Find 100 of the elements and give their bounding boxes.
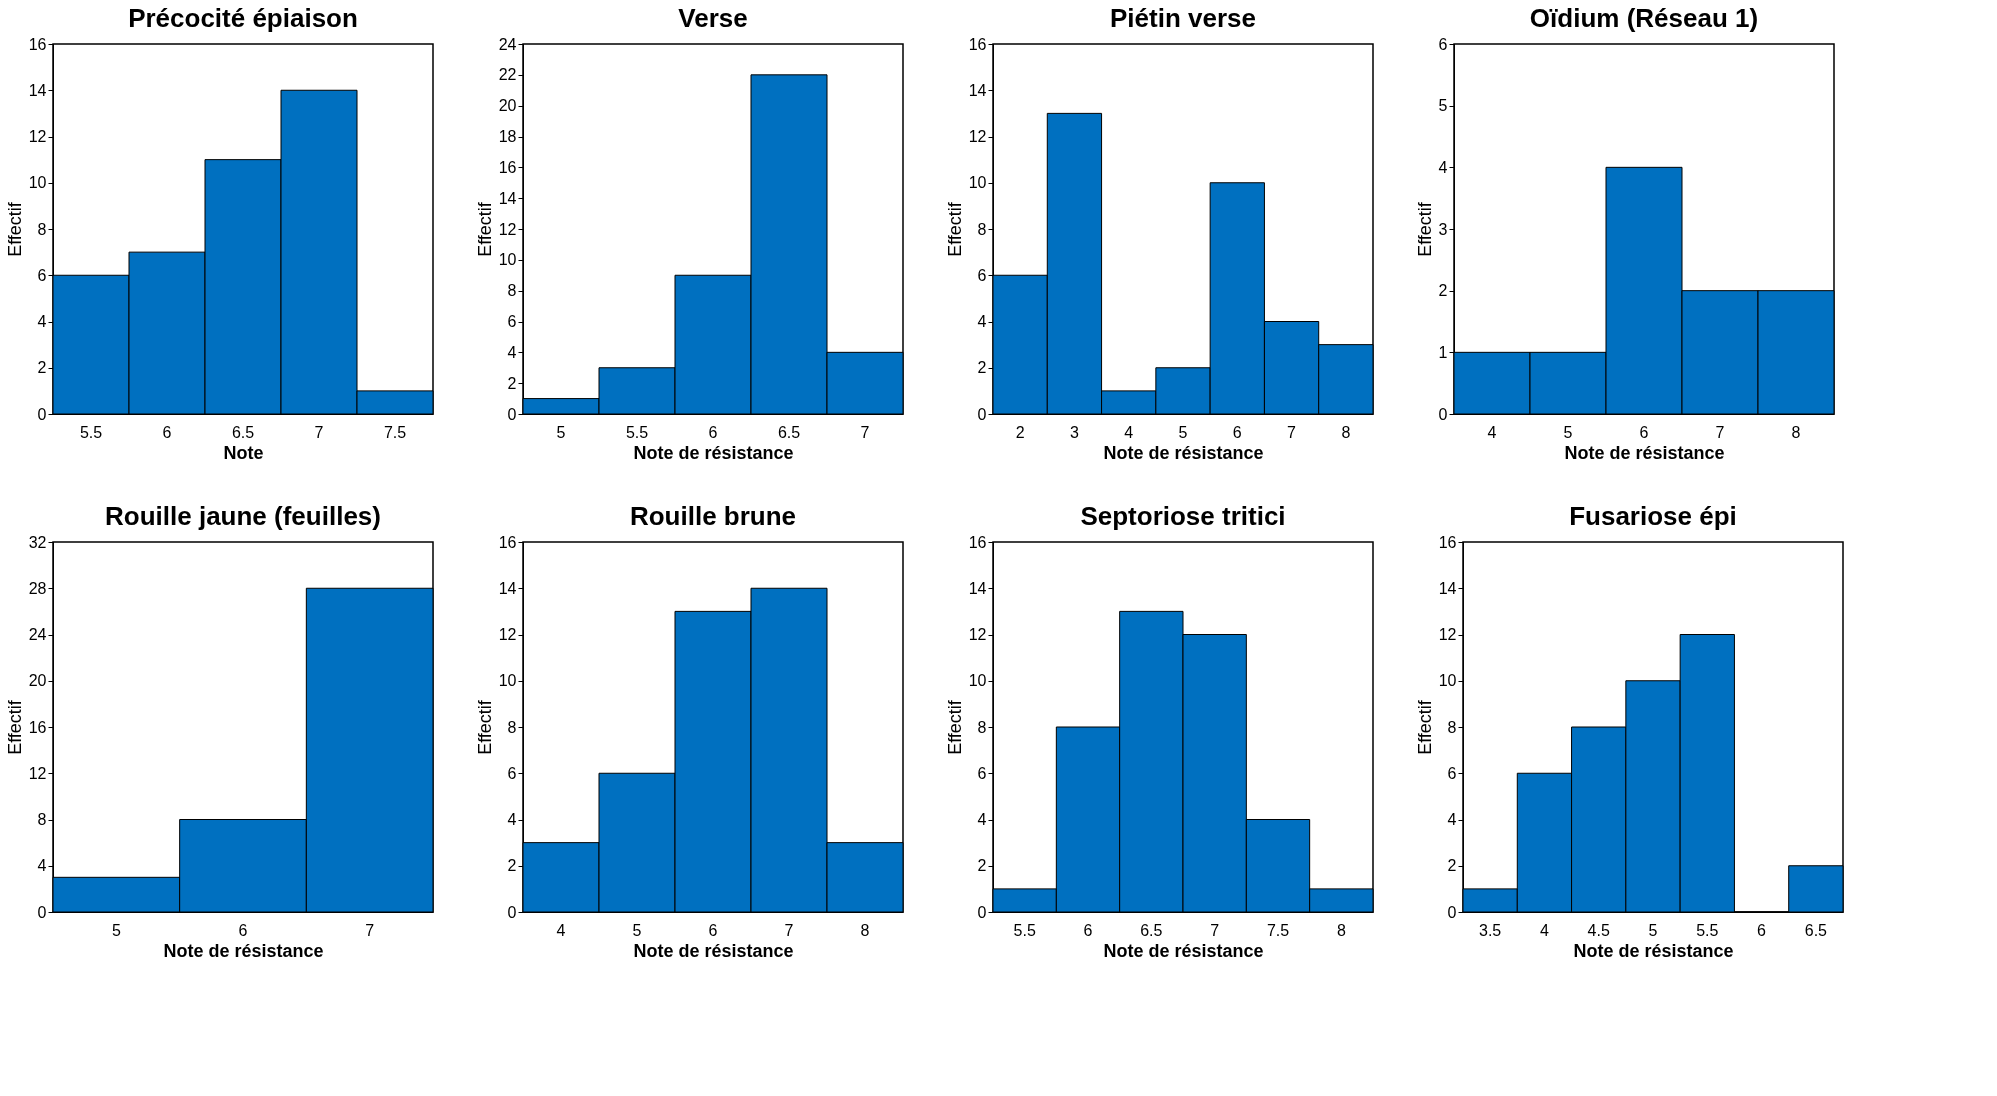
y-tick-label: 28 xyxy=(28,579,47,597)
y-tick-label: 10 xyxy=(1438,672,1457,690)
y-tick-label: 4 xyxy=(37,857,47,875)
x-tick-label: 8 xyxy=(1336,921,1346,939)
x-tick-label: 5.5 xyxy=(625,423,649,441)
y-tick-label: 32 xyxy=(28,533,47,551)
y-tick-label: 0 xyxy=(977,405,987,423)
y-tick-label: 4 xyxy=(507,811,517,828)
x-tick-label: 5 xyxy=(1648,921,1658,939)
y-tick-label: 0 xyxy=(507,903,517,921)
x-tick-label: 8 xyxy=(1341,423,1351,441)
y-tick-label: 5 xyxy=(1438,97,1448,115)
x-tick-label: 7 xyxy=(784,921,794,939)
x-tick-label: 6.5 xyxy=(231,423,255,441)
y-tick-label: 0 xyxy=(1447,903,1457,921)
y-tick-label: 2 xyxy=(507,857,517,875)
x-tick-label: 5 xyxy=(111,921,121,939)
y-tick-label: 16 xyxy=(1438,533,1457,551)
y-tick-label: 1 xyxy=(1438,343,1448,361)
y-tick-label: 10 xyxy=(498,251,517,269)
y-tick-label: 12 xyxy=(968,626,987,643)
y-axis-title: Effectif xyxy=(4,699,25,755)
y-tick-label: 4 xyxy=(1438,158,1448,176)
x-tick-label: 6 xyxy=(1083,921,1093,939)
y-tick-label: 10 xyxy=(498,672,517,690)
y-tick-label: 12 xyxy=(498,220,517,238)
y-tick-label: 12 xyxy=(968,128,987,145)
x-axis-title: Note de résistance xyxy=(633,442,794,463)
x-tick-label: 8 xyxy=(860,921,870,939)
x-tick-label: 4 xyxy=(1124,423,1134,441)
y-tick-label: 10 xyxy=(28,174,47,192)
y-tick-label: 0 xyxy=(1438,405,1448,423)
x-axis-title: Note xyxy=(223,442,264,463)
x-tick-label: 4.5 xyxy=(1587,921,1610,939)
y-tick-label: 12 xyxy=(28,764,47,782)
y-tick-label: 16 xyxy=(498,158,517,176)
y-tick-label: 8 xyxy=(977,718,987,736)
x-tick-label: 6 xyxy=(1232,423,1242,441)
chart-title: Oïdium (Réseau 1) xyxy=(1529,3,1759,33)
y-tick-label: 4 xyxy=(1447,811,1457,828)
x-tick-label: 5 xyxy=(556,423,566,441)
x-tick-label: 5.5 xyxy=(1696,921,1719,939)
y-axis-title: Effectif xyxy=(474,699,495,755)
y-tick-label: 14 xyxy=(498,579,517,597)
y-tick-label: 2 xyxy=(507,374,517,392)
y-tick-label: 18 xyxy=(498,128,517,145)
y-tick-label: 6 xyxy=(977,266,987,284)
x-tick-label: 7.5 xyxy=(1266,921,1290,939)
y-tick-label: 8 xyxy=(37,220,47,238)
x-tick-label: 2 xyxy=(1015,423,1025,441)
y-tick-label: 20 xyxy=(28,672,47,690)
y-tick-label: 0 xyxy=(37,903,47,921)
x-axis-title: Note de résistance xyxy=(633,940,794,961)
x-axis-title: Note de résistance xyxy=(1103,940,1264,961)
y-tick-label: 2 xyxy=(977,359,987,377)
y-tick-label: 0 xyxy=(507,405,517,423)
x-tick-label: 7.5 xyxy=(383,423,407,441)
y-tick-label: 12 xyxy=(28,128,47,145)
y-tick-label: 2 xyxy=(1447,857,1457,875)
x-tick-label: 7 xyxy=(1210,921,1220,939)
y-tick-label: 16 xyxy=(498,533,517,551)
x-tick-label: 5 xyxy=(632,921,642,939)
chart-title: Septoriose tritici xyxy=(1080,501,1286,531)
y-tick-label: 12 xyxy=(498,626,517,643)
y-tick-label: 4 xyxy=(507,343,517,361)
y-tick-label: 6 xyxy=(977,764,987,782)
y-tick-label: 0 xyxy=(977,903,987,921)
y-axis-title: Effectif xyxy=(4,201,25,257)
y-tick-label: 24 xyxy=(28,626,47,643)
y-tick-label: 6 xyxy=(1438,35,1448,53)
x-tick-label: 3.5 xyxy=(1479,921,1502,939)
x-tick-label: 6 xyxy=(1757,921,1767,939)
x-tick-label: 4 xyxy=(1487,423,1497,441)
y-tick-label: 6 xyxy=(37,266,47,284)
x-axis-title: Note de résistance xyxy=(1564,442,1725,463)
y-axis-title: Effectif xyxy=(944,699,965,755)
x-tick-label: 7 xyxy=(1715,423,1725,441)
y-tick-label: 2 xyxy=(37,359,47,377)
y-tick-label: 4 xyxy=(977,811,987,828)
x-tick-label: 4 xyxy=(556,921,566,939)
y-tick-label: 4 xyxy=(37,313,47,330)
y-tick-label: 6 xyxy=(507,764,517,782)
x-tick-label: 6.5 xyxy=(1804,921,1828,939)
y-tick-label: 2 xyxy=(977,857,987,875)
y-tick-label: 14 xyxy=(28,81,47,99)
y-tick-label: 10 xyxy=(968,672,987,690)
y-tick-label: 14 xyxy=(1438,579,1457,597)
y-axis-title: Effectif xyxy=(1414,699,1435,755)
y-tick-label: 22 xyxy=(498,66,517,84)
x-tick-label: 6.5 xyxy=(777,423,801,441)
y-tick-label: 14 xyxy=(968,579,987,597)
chart-title: Précocité épiaison xyxy=(128,3,358,33)
x-axis-title: Note de résistance xyxy=(1573,940,1734,961)
y-tick-label: 8 xyxy=(1447,718,1457,736)
y-tick-label: 12 xyxy=(1438,626,1457,643)
y-tick-label: 10 xyxy=(968,174,987,192)
x-tick-label: 6.5 xyxy=(1140,921,1163,939)
x-tick-label: 5.5 xyxy=(1013,921,1036,939)
chart-title: Rouille jaune (feuilles) xyxy=(105,501,381,531)
y-axis-title: Effectif xyxy=(944,201,965,257)
